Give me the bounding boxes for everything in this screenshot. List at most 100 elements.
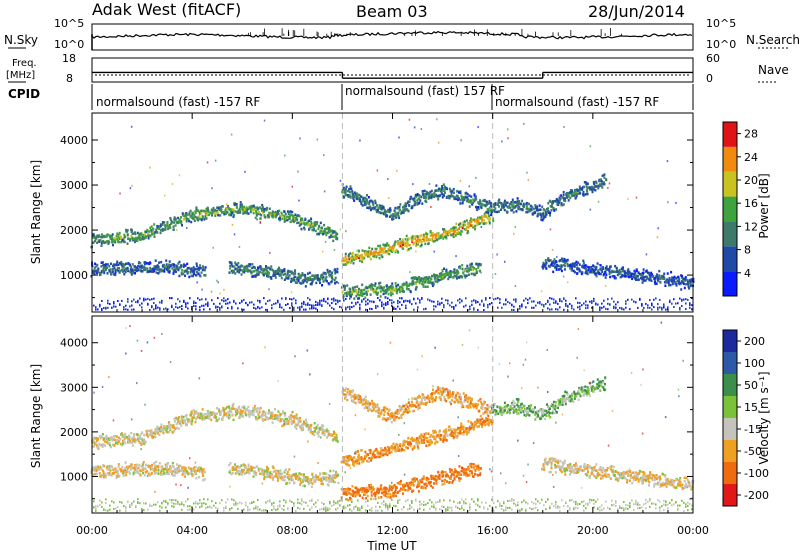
power-echo-cell	[172, 228, 175, 231]
power-echo-cell	[645, 269, 648, 272]
velocity-echo-cell	[314, 427, 317, 430]
power-echo-cell	[285, 276, 288, 280]
velocity-echo-cell	[155, 471, 158, 475]
power-echo-cell	[314, 224, 317, 227]
power-echo-cell	[421, 202, 424, 205]
velocity-echo-cell	[153, 469, 156, 472]
velocity-echo-cell	[284, 412, 286, 415]
velocity-echo-cell	[215, 419, 218, 422]
velocity-echo-cell	[145, 463, 148, 467]
velocity-echo-cell	[208, 411, 211, 414]
power-echo-cell	[272, 269, 275, 273]
power-echo-cell	[276, 213, 278, 217]
velocity-echo-cell	[126, 437, 129, 440]
power-echo-cell	[490, 211, 493, 214]
power-echo-cell	[304, 279, 306, 282]
power-echo-cell	[573, 271, 576, 274]
velocity-echo-cell	[127, 465, 130, 468]
power-ground-cell	[337, 300, 339, 303]
velocity-echo-cell	[225, 415, 228, 418]
power-echo-cell	[130, 273, 133, 276]
velocity-echo-cell	[118, 474, 121, 478]
power-echo-cell	[250, 272, 253, 275]
power-echo-cell	[229, 208, 232, 211]
power-ground-cell	[107, 306, 109, 309]
velocity-echo-cell	[132, 438, 135, 442]
power-echo-cell	[175, 267, 178, 270]
power-echo-cell	[198, 217, 201, 221]
power-echo-cell	[569, 192, 572, 195]
power-echo-cell	[472, 268, 475, 272]
power-echo-cell	[391, 215, 394, 218]
power-ground-cell	[281, 306, 283, 309]
power-ground-cell	[441, 297, 443, 300]
power-echo-cell	[158, 268, 161, 271]
power-echo-cell	[427, 242, 430, 246]
power-ground-cell	[183, 299, 185, 302]
power-echo-cell	[559, 197, 562, 200]
power-echo-cell	[273, 274, 276, 277]
power-echo-cell	[166, 222, 169, 225]
power-echo-cell	[314, 274, 317, 277]
power-echo-cell	[373, 250, 376, 254]
power-ground-cell	[175, 305, 177, 308]
power-echo-cell	[211, 210, 214, 213]
velocity-echo-cell	[130, 432, 133, 435]
power-echo-cell	[355, 294, 358, 298]
power-echo-cell	[542, 264, 545, 267]
velocity-echo-cell	[191, 420, 194, 423]
power-echo-cell	[462, 196, 465, 200]
power-echo-cell	[268, 211, 271, 215]
power-ground-cell	[499, 298, 501, 301]
power-echo-cell	[542, 211, 545, 215]
power-echo-cell	[352, 262, 355, 265]
power-speckle	[421, 244, 423, 247]
velocity-echo-cell	[190, 422, 193, 426]
velocity-echo-cell	[166, 425, 169, 429]
velocity-echo-cell	[147, 471, 150, 475]
power-echo-cell	[474, 220, 477, 223]
power-ground-cell	[197, 297, 199, 300]
power-echo-cell	[259, 270, 262, 274]
power-echo-cell	[422, 280, 425, 283]
power-ground-cell	[293, 306, 295, 309]
power-echo-cell	[323, 223, 326, 227]
power-ground-cell	[309, 298, 311, 301]
power-echo-cell	[563, 199, 565, 202]
power-echo-cell	[636, 275, 639, 278]
power-echo-cell	[115, 238, 118, 241]
power-echo-cell	[394, 250, 397, 254]
power-echo-cell	[585, 182, 588, 185]
colorbar-cell	[723, 196, 737, 222]
power-echo-cell	[442, 237, 445, 240]
power-echo-cell	[316, 232, 319, 236]
velocity-echo-cell	[108, 443, 111, 447]
power-echo-cell	[475, 270, 478, 273]
power-echo-cell	[369, 205, 372, 208]
power-echo-cell	[544, 259, 547, 262]
velocity-echo-cell	[98, 442, 101, 446]
velocity-echo-cell	[280, 419, 283, 423]
power-ground-cell	[319, 303, 321, 306]
velocity-echo-cell	[116, 442, 119, 445]
power-echo-cell	[204, 215, 207, 218]
power-echo-cell	[604, 267, 607, 270]
power-echo-cell	[485, 221, 488, 225]
power-echo-cell	[356, 193, 359, 196]
power-echo-cell	[345, 291, 348, 295]
power-echo-cell	[134, 232, 137, 236]
power-echo-cell	[96, 263, 99, 267]
power-echo-cell	[150, 230, 153, 233]
power-ground-cell	[451, 305, 453, 308]
power-echo-cell	[415, 244, 418, 247]
cpid-segment-2: normalsound (fast) 157 RF	[345, 84, 505, 98]
power-echo-cell	[136, 239, 139, 242]
power-echo-cell	[292, 276, 295, 279]
power-echo-cell	[464, 267, 467, 271]
power-echo-cell	[174, 224, 177, 227]
power-echo-cell	[503, 199, 506, 203]
power-echo-cell	[210, 208, 213, 211]
velocity-echo-cell	[95, 472, 98, 476]
velocity-echo-cell	[143, 442, 146, 446]
power-echo-cell	[549, 211, 552, 215]
